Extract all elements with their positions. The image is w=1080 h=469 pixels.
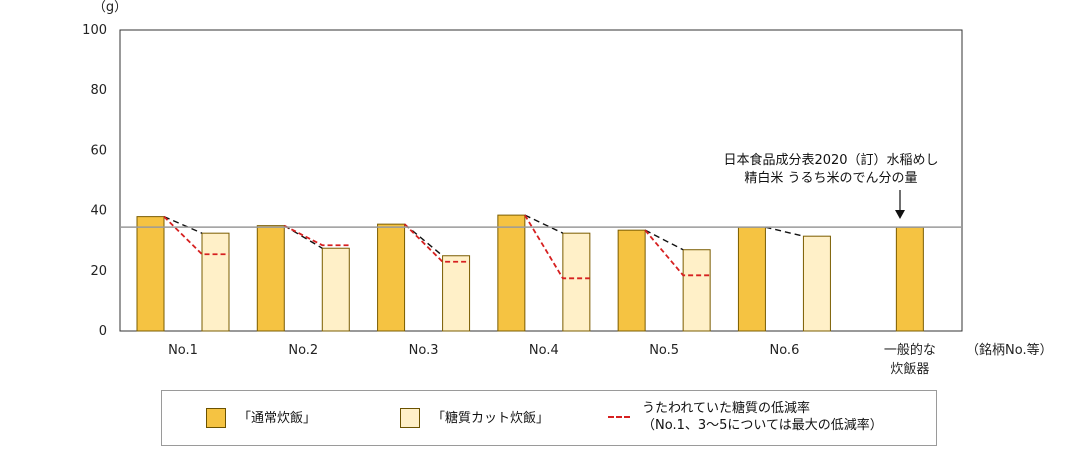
- legend-item-claimed: うたわれていた糖質の低減率 （No.1、3～5については最大の低減率）: [608, 400, 883, 434]
- x-tick-label: No.1: [168, 343, 198, 358]
- claimed-reduction-line: [524, 214, 590, 280]
- plot-area: [119, 29, 963, 332]
- bar-normal: [497, 214, 526, 332]
- x-tick-label: 炊飯器: [890, 362, 929, 377]
- connector-actual: [765, 226, 804, 237]
- bar-normal: [377, 223, 406, 332]
- legend-swatch-normal: [206, 408, 226, 428]
- connector-actual: [163, 215, 203, 234]
- bar-normal: [617, 229, 646, 332]
- legend: 「通常炊飯」 「糖質カット炊飯」 うたわれていた糖質の低減率 （No.1、3～5…: [161, 390, 937, 446]
- bar-normal: [737, 226, 766, 332]
- reference-label-line1: 日本食品成分表2020（訂）水稲めし: [723, 152, 938, 168]
- legend-label-normal: 「通常炊飯」: [238, 410, 317, 426]
- legend-item-carbcut: 「糖質カット炊飯」: [400, 408, 549, 428]
- y-tick-label: 0: [99, 324, 107, 339]
- legend-item-normal: 「通常炊飯」: [206, 408, 316, 428]
- y-tick-label: 100: [82, 23, 107, 38]
- connector-actual: [644, 229, 684, 251]
- x-tick-label: No.3: [409, 343, 439, 358]
- y-tick-label: 80: [90, 83, 107, 98]
- claimed-reduction-line: [644, 229, 711, 277]
- bar-normal: [256, 225, 285, 332]
- legend-label-claimed-line2: （No.1、3～5については最大の低減率）: [642, 418, 883, 433]
- y-tick-label: 40: [90, 204, 107, 219]
- connector-lines: [120, 214, 962, 280]
- reference-arrow: [895, 190, 905, 219]
- legend-label-claimed-line1: うたわれていた糖質の低減率: [642, 401, 810, 416]
- legend-dash-claimed: [608, 416, 630, 418]
- y-unit-label: （g）: [93, 0, 127, 15]
- bar-normal: [895, 226, 924, 332]
- x-tick-label: No.2: [288, 343, 318, 358]
- legend-label-carbcut: 「糖質カット炊飯」: [432, 410, 550, 426]
- x-tick-label: No.5: [649, 343, 679, 358]
- legend-swatch-carbcut: [400, 408, 420, 428]
- bar-carbcut: [562, 232, 591, 332]
- bar-normal: [136, 216, 165, 332]
- y-tick-label: 60: [90, 143, 107, 158]
- claimed-reduction-line: [403, 223, 470, 263]
- y-tick-label: 20: [90, 264, 107, 279]
- y-axis: 0 20 40 60 80 100: [82, 23, 107, 339]
- reference-label-line2: 精白米 うるち米のでん分の量: [744, 170, 917, 186]
- bar-carbcut: [442, 255, 471, 332]
- connector-actual: [283, 225, 323, 249]
- connector-actual: [404, 223, 444, 257]
- x-tick-label: No.6: [769, 343, 799, 358]
- x-tick-label: No.4: [529, 343, 559, 358]
- bar-carbcut: [201, 232, 230, 332]
- connector-actual: [524, 214, 564, 234]
- x-tick-label: 一般的な: [884, 342, 936, 358]
- bars: [136, 214, 924, 332]
- bar-carbcut: [321, 247, 350, 332]
- bar-carbcut: [682, 249, 711, 332]
- claimed-reduction-line: [163, 215, 229, 256]
- claimed-reduction-line: [283, 224, 350, 247]
- bar-carbcut: [802, 235, 831, 332]
- x-unit-label: （銘柄No.等）: [966, 342, 1053, 358]
